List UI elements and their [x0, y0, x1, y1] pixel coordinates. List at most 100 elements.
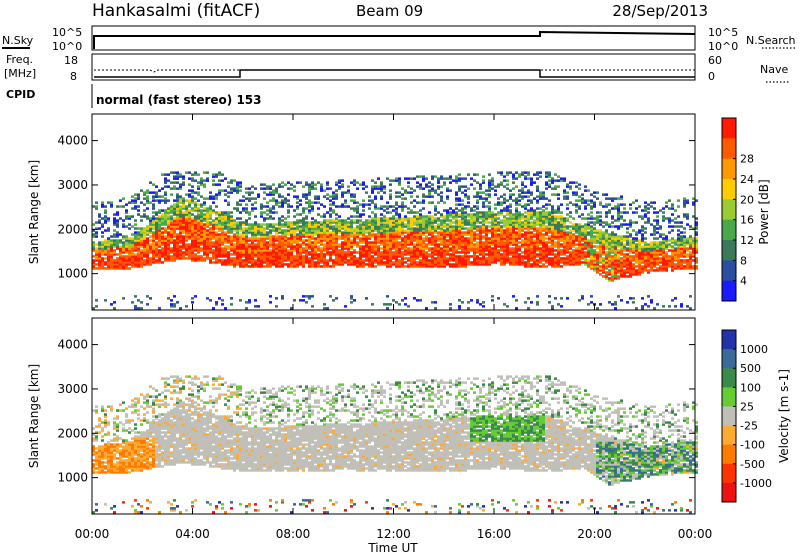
power-cell: [413, 189, 416, 192]
power-cell: [221, 247, 224, 250]
power-cell: [245, 197, 248, 200]
power-cell: [167, 179, 170, 182]
power-cell: [149, 181, 152, 184]
power-cell: [383, 209, 386, 212]
power-cell: [419, 259, 422, 262]
power-cell: [101, 201, 104, 204]
power-cell: [578, 223, 581, 226]
power-cell: [134, 193, 137, 196]
power-cell: [536, 253, 539, 256]
power-cell: [344, 219, 347, 222]
power-cell: [302, 217, 305, 220]
power-cell: [536, 295, 539, 298]
power-cell: [182, 251, 185, 254]
power-cell: [95, 243, 98, 246]
power-cell: [368, 199, 371, 202]
power-cell: [434, 307, 437, 310]
power-cell: [515, 299, 518, 302]
power-cell: [263, 191, 266, 194]
power-cell: [311, 221, 314, 224]
power-cell: [203, 223, 206, 226]
power-cell: [356, 251, 359, 254]
power-cell: [329, 231, 332, 234]
power-cell: [434, 235, 437, 238]
power-cell: [494, 193, 497, 196]
power-cell: [248, 191, 251, 194]
power-cell: [338, 219, 341, 222]
power-cell: [410, 191, 413, 194]
power-cell: [404, 229, 407, 232]
power-cell: [554, 297, 557, 300]
power-cell: [569, 211, 572, 214]
power-cell: [254, 207, 257, 210]
power-cell: [398, 177, 401, 180]
power-cell: [341, 183, 344, 186]
power-cell: [455, 255, 458, 258]
power-cell: [167, 185, 170, 188]
power-cell: [212, 241, 215, 244]
power-cell: [497, 197, 500, 200]
nave-trace: [94, 70, 695, 77]
power-cell: [572, 223, 575, 226]
power-cell: [545, 187, 548, 190]
power-cell: [173, 303, 176, 306]
power-cell: [134, 231, 137, 234]
power-cell: [512, 173, 515, 176]
power-cell: [431, 183, 434, 186]
power-cell: [392, 299, 395, 302]
power-cell: [488, 229, 491, 232]
power-cell: [419, 175, 422, 178]
power-cell: [566, 207, 569, 210]
power-cell: [554, 173, 557, 176]
power-cell: [392, 251, 395, 254]
power-cell: [281, 185, 284, 188]
power-cell: [452, 221, 455, 224]
power-cell: [578, 205, 581, 208]
power-cell: [575, 223, 578, 226]
power-cell: [512, 187, 515, 190]
power-cell: [137, 299, 140, 302]
power-cell: [584, 251, 587, 254]
power-cell: [581, 197, 584, 200]
power-cell: [302, 193, 305, 196]
power-cell: [554, 249, 557, 252]
power-cell: [473, 179, 476, 182]
power-cell: [251, 207, 254, 210]
power-cell: [521, 213, 524, 216]
power-cell: [422, 199, 425, 202]
power-cell: [560, 203, 563, 206]
power-cell: [329, 187, 332, 190]
power-cell: [494, 203, 497, 206]
power-cell: [215, 301, 218, 304]
power-cell: [302, 207, 305, 210]
power-cell: [431, 195, 434, 198]
power-cell: [296, 219, 299, 222]
power-cell: [449, 175, 452, 178]
power-cell: [128, 223, 131, 226]
power-cell: [569, 221, 572, 224]
power-cell: [563, 257, 566, 260]
power-cell: [491, 177, 494, 180]
power-cell: [341, 241, 344, 244]
power-cell: [482, 305, 485, 308]
beam-label: Beam 09: [356, 2, 423, 20]
power-cell: [248, 211, 251, 214]
power-cell: [230, 303, 233, 306]
freq-right-tick-top: 60: [708, 54, 722, 67]
power-cell: [512, 181, 515, 184]
power-cell: [521, 205, 524, 208]
power-cell: [206, 229, 209, 232]
power-cell: [548, 245, 551, 248]
power-cell: [287, 187, 290, 190]
power-cell: [209, 191, 212, 194]
power-cell: [407, 181, 410, 184]
power-cell: [281, 195, 284, 198]
power-cell: [479, 257, 482, 260]
freq-left-tick-top: 18: [64, 54, 78, 67]
power-cell: [512, 295, 515, 298]
power-cell: [533, 181, 536, 184]
power-cell: [383, 191, 386, 194]
power-cell: [497, 171, 500, 174]
power-cell: [212, 219, 215, 222]
power-cell: [551, 205, 554, 208]
